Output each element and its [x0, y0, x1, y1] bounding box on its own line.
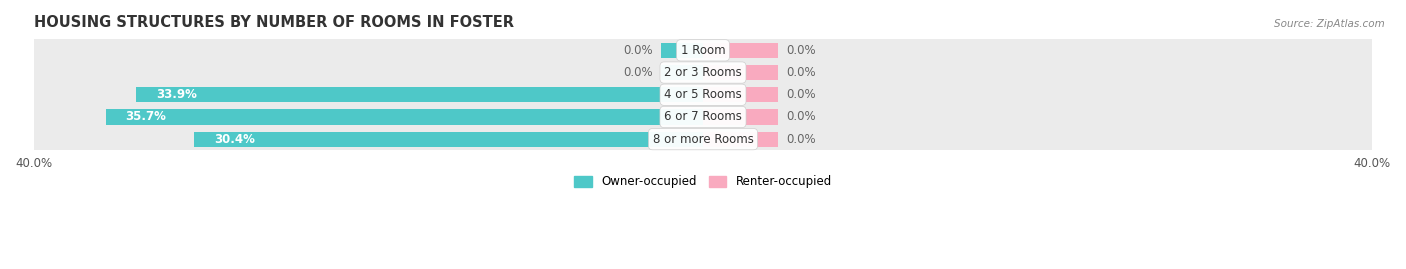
Text: 8 or more Rooms: 8 or more Rooms: [652, 133, 754, 146]
Bar: [703, 109, 779, 125]
Text: 0.0%: 0.0%: [787, 66, 817, 79]
Bar: [34, 84, 1372, 106]
Bar: [34, 61, 1372, 84]
Text: 33.9%: 33.9%: [156, 88, 197, 101]
Text: 35.7%: 35.7%: [125, 111, 166, 123]
Text: 0.0%: 0.0%: [623, 66, 652, 79]
Bar: [135, 87, 703, 102]
Bar: [105, 109, 703, 125]
Text: 1 Room: 1 Room: [681, 44, 725, 57]
Text: 0.0%: 0.0%: [787, 44, 817, 57]
Legend: Owner-occupied, Renter-occupied: Owner-occupied, Renter-occupied: [569, 171, 837, 193]
Bar: [34, 39, 1372, 61]
Text: 0.0%: 0.0%: [787, 133, 817, 146]
Text: 4 or 5 Rooms: 4 or 5 Rooms: [664, 88, 742, 101]
Bar: [703, 132, 779, 147]
Bar: [661, 43, 703, 58]
Bar: [34, 106, 1372, 128]
Text: Source: ZipAtlas.com: Source: ZipAtlas.com: [1274, 19, 1385, 29]
Text: 0.0%: 0.0%: [787, 88, 817, 101]
Bar: [703, 65, 779, 80]
Bar: [703, 87, 779, 102]
Text: 0.0%: 0.0%: [787, 111, 817, 123]
Text: 2 or 3 Rooms: 2 or 3 Rooms: [664, 66, 742, 79]
Bar: [34, 128, 1372, 150]
Text: 6 or 7 Rooms: 6 or 7 Rooms: [664, 111, 742, 123]
Bar: [661, 65, 703, 80]
Bar: [703, 43, 779, 58]
Text: HOUSING STRUCTURES BY NUMBER OF ROOMS IN FOSTER: HOUSING STRUCTURES BY NUMBER OF ROOMS IN…: [34, 15, 513, 30]
Text: 0.0%: 0.0%: [623, 44, 652, 57]
Bar: [194, 132, 703, 147]
Text: 30.4%: 30.4%: [214, 133, 254, 146]
